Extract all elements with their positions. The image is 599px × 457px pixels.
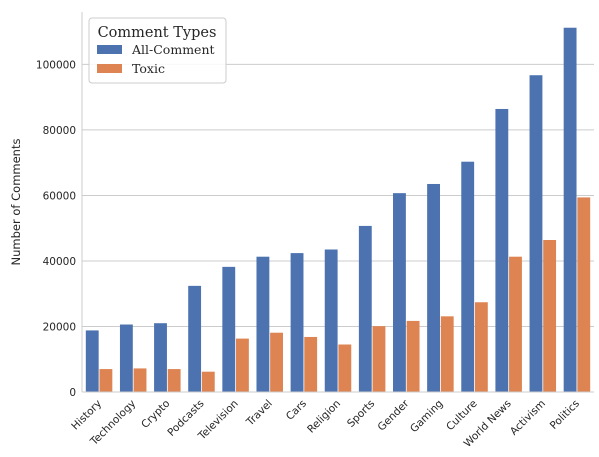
bar-travel-toxic xyxy=(270,332,283,392)
legend-frame xyxy=(88,17,227,84)
bar-television-toxic xyxy=(236,338,249,392)
legend-swatch-toxic xyxy=(97,64,122,73)
y-tick-label-20000: 20000 xyxy=(43,321,76,333)
legend-label-toxic: Toxic xyxy=(132,61,165,76)
x-tick-label-gaming: Gaming xyxy=(408,398,446,436)
y-tick-label-0: 0 xyxy=(69,387,76,399)
bar-television-all-comment xyxy=(222,266,236,392)
bar-culture-toxic xyxy=(474,302,488,392)
y-tick-label-40000: 40000 xyxy=(43,256,76,268)
y-tick-labels: 0 20000 40000 60000 80000 100000 xyxy=(36,59,76,399)
bar-gender-all-comment xyxy=(393,193,406,392)
bar-world-news-all-comment xyxy=(495,108,509,392)
bar-sports-toxic xyxy=(372,326,386,392)
bar-world-news-toxic xyxy=(509,256,522,392)
y-tick-label-80000: 80000 xyxy=(43,125,76,137)
bar-activism-all-comment xyxy=(529,75,543,393)
bar-technology-all-comment xyxy=(119,324,133,392)
bar-sports-all-comment xyxy=(358,225,372,392)
bar-politics-all-comment xyxy=(563,27,577,392)
legend-label-all-comment: All-Comment xyxy=(131,42,215,57)
bar-cars-all-comment xyxy=(290,253,304,392)
bar-culture-all-comment xyxy=(461,161,475,392)
x-tick-label-religion: Religion xyxy=(305,398,343,436)
y-axis-title: Number of Comments xyxy=(9,139,23,266)
bar-politics-toxic xyxy=(577,197,591,392)
x-tick-label-travel: Travel xyxy=(244,398,275,429)
bar-activism-toxic xyxy=(543,240,557,392)
bar-religion-toxic xyxy=(338,344,352,392)
x-tick-label-sports: Sports xyxy=(345,398,377,430)
bar-history-all-comment xyxy=(85,330,99,392)
bar-gender-toxic xyxy=(406,320,420,392)
x-tick-label-politics: Politics xyxy=(548,398,582,432)
y-tick-label-60000: 60000 xyxy=(43,190,76,202)
bar-cars-toxic xyxy=(304,336,318,392)
bar-history-toxic xyxy=(99,369,113,392)
legend: Comment Types All-Comment Toxic xyxy=(88,17,227,84)
bars xyxy=(85,27,591,393)
x-tick-label-crypto: Crypto xyxy=(139,398,172,431)
bar-gaming-all-comment xyxy=(427,183,440,392)
bar-podcasts-toxic xyxy=(201,371,215,392)
bar-crypto-toxic xyxy=(167,369,181,392)
legend-title: Comment Types xyxy=(98,25,217,41)
x-tick-label-gender: Gender xyxy=(376,397,412,433)
y-tick-label-100000: 100000 xyxy=(36,59,76,71)
bar-religion-all-comment xyxy=(324,249,338,392)
x-tick-label-cars: Cars xyxy=(284,398,309,423)
bar-podcasts-all-comment xyxy=(188,285,202,392)
bar-crypto-all-comment xyxy=(154,323,167,392)
bar-technology-toxic xyxy=(133,368,147,392)
x-tick-label-activism: Activism xyxy=(508,398,548,438)
bar-travel-all-comment xyxy=(256,256,270,392)
plot-spines xyxy=(81,12,594,393)
bar-gaming-toxic xyxy=(440,316,454,392)
legend-swatch-all-comment xyxy=(97,45,122,54)
